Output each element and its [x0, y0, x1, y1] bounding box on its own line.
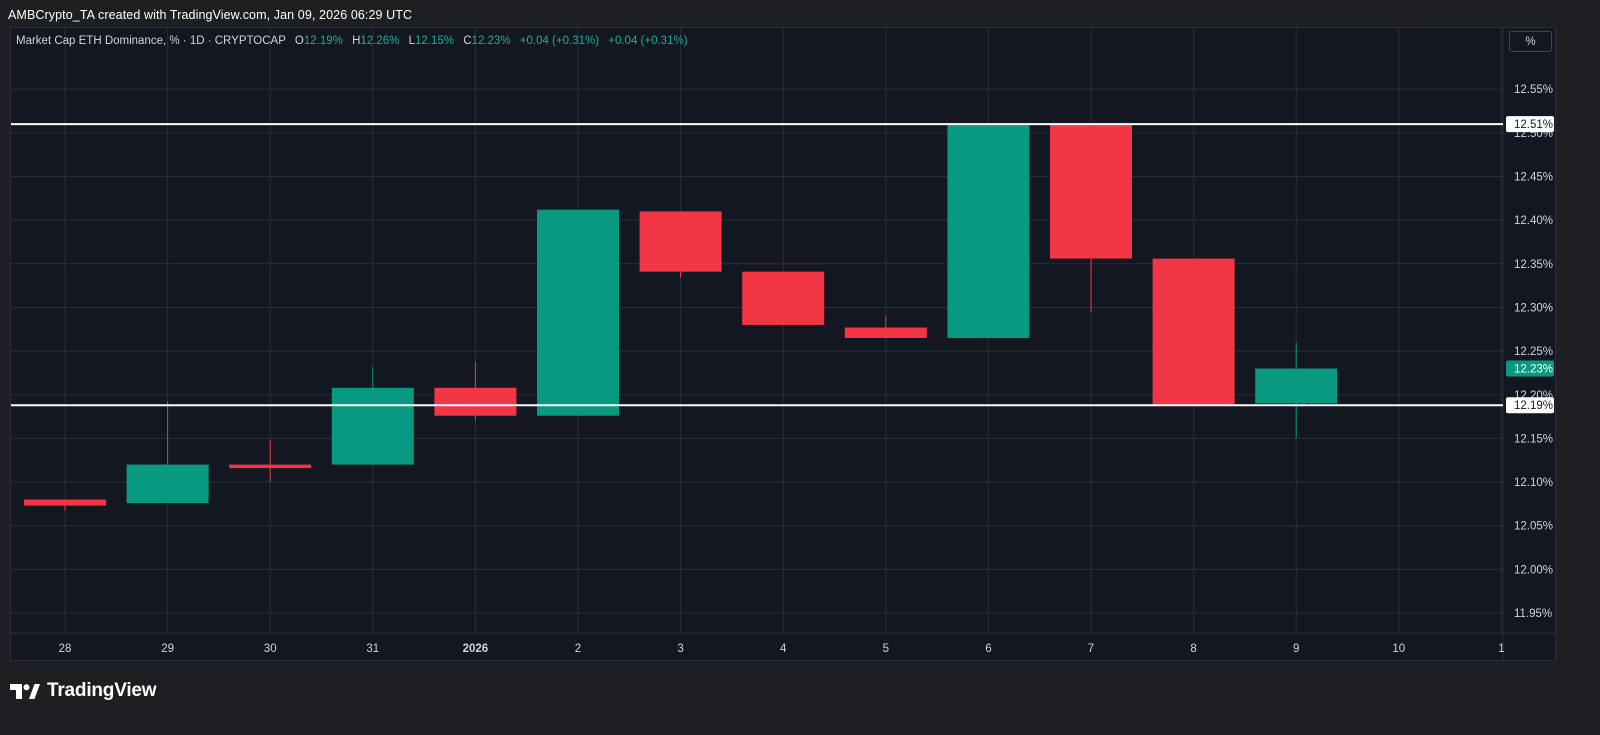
y-tick-label: 12.00%: [1514, 564, 1553, 576]
y-tick-label: 12.25%: [1514, 346, 1553, 358]
x-tick-label: 30: [264, 643, 277, 655]
y-tick-label: 12.40%: [1514, 215, 1553, 227]
chart-caption: AMBCrypto_TA created with TradingView.co…: [8, 8, 413, 22]
candle-body: [1152, 258, 1235, 406]
y-tick-label: 12.10%: [1514, 477, 1553, 489]
level-price-tag: [1506, 397, 1554, 414]
x-tick-label: 10: [1392, 643, 1405, 655]
candle-body: [434, 387, 517, 416]
level-price-label: 12.19%: [1514, 400, 1553, 412]
x-tick-label: 31: [366, 643, 379, 655]
ohlc-legend: Market Cap ETH Dominance, % · 1D · CRYPT…: [16, 35, 688, 47]
close-value: 12.23%: [471, 35, 511, 47]
y-tick-label: 12.55%: [1514, 84, 1553, 96]
tradingview-logo-icon: [10, 683, 40, 699]
symbol-label[interactable]: Market Cap ETH Dominance, % · 1D · CRYPT…: [16, 35, 286, 47]
candle-body: [742, 271, 825, 325]
candle-body: [126, 464, 209, 504]
tradingview-brand: TradingView: [10, 680, 157, 702]
candle-body: [1050, 124, 1132, 259]
candle-body: [639, 211, 722, 272]
level-price-tag: [1506, 116, 1554, 133]
y-tick-label: 12.45%: [1514, 172, 1553, 184]
x-tick-label: 9: [1293, 643, 1299, 655]
last-price-label: 12.23%: [1514, 364, 1553, 376]
low-label: L: [408, 35, 416, 47]
candle-body: [1255, 368, 1338, 404]
x-tick-label: 28: [59, 643, 72, 655]
percent-scale-button[interactable]: %: [1509, 31, 1552, 52]
level-price-label: 12.51%: [1514, 119, 1553, 131]
high-value: 12.26%: [360, 35, 400, 47]
close-label: C: [463, 35, 472, 47]
x-tick-label: 3: [677, 643, 683, 655]
x-tick-label: 7: [1088, 643, 1094, 655]
candle-body: [537, 209, 619, 416]
candle-body: [844, 327, 927, 339]
y-tick-label: 12.30%: [1514, 302, 1553, 314]
x-tick-label: 1: [1498, 643, 1504, 655]
x-tick-label: 2: [575, 643, 581, 655]
last-price-tag: [1506, 360, 1554, 377]
y-tick-label: 11.95%: [1514, 608, 1552, 620]
y-tick-label: 12.15%: [1514, 433, 1553, 445]
y-tick-label: 12.35%: [1514, 259, 1553, 271]
brand-name: TradingView: [47, 680, 157, 701]
open-label: O: [294, 35, 304, 47]
change-value: +0.04 (+0.31%): [519, 35, 600, 47]
candle-body: [331, 387, 414, 465]
x-tick-label: 29: [161, 643, 174, 655]
y-tick-label: 12.05%: [1514, 521, 1553, 533]
x-tick-label: 6: [985, 643, 991, 655]
x-tick-label: 5: [883, 643, 889, 655]
candle-body: [229, 464, 312, 469]
x-tick-label: 2026: [463, 643, 489, 655]
x-tick-label: 8: [1190, 643, 1196, 655]
open-value: 12.19%: [303, 35, 343, 47]
x-tick-label: 4: [780, 643, 787, 655]
low-value: 12.15%: [415, 35, 455, 47]
high-label: H: [352, 35, 361, 47]
change-value-secondary: +0.04 (+0.31%): [608, 35, 688, 47]
candle-body: [24, 499, 106, 506]
candle-body: [947, 124, 1030, 339]
